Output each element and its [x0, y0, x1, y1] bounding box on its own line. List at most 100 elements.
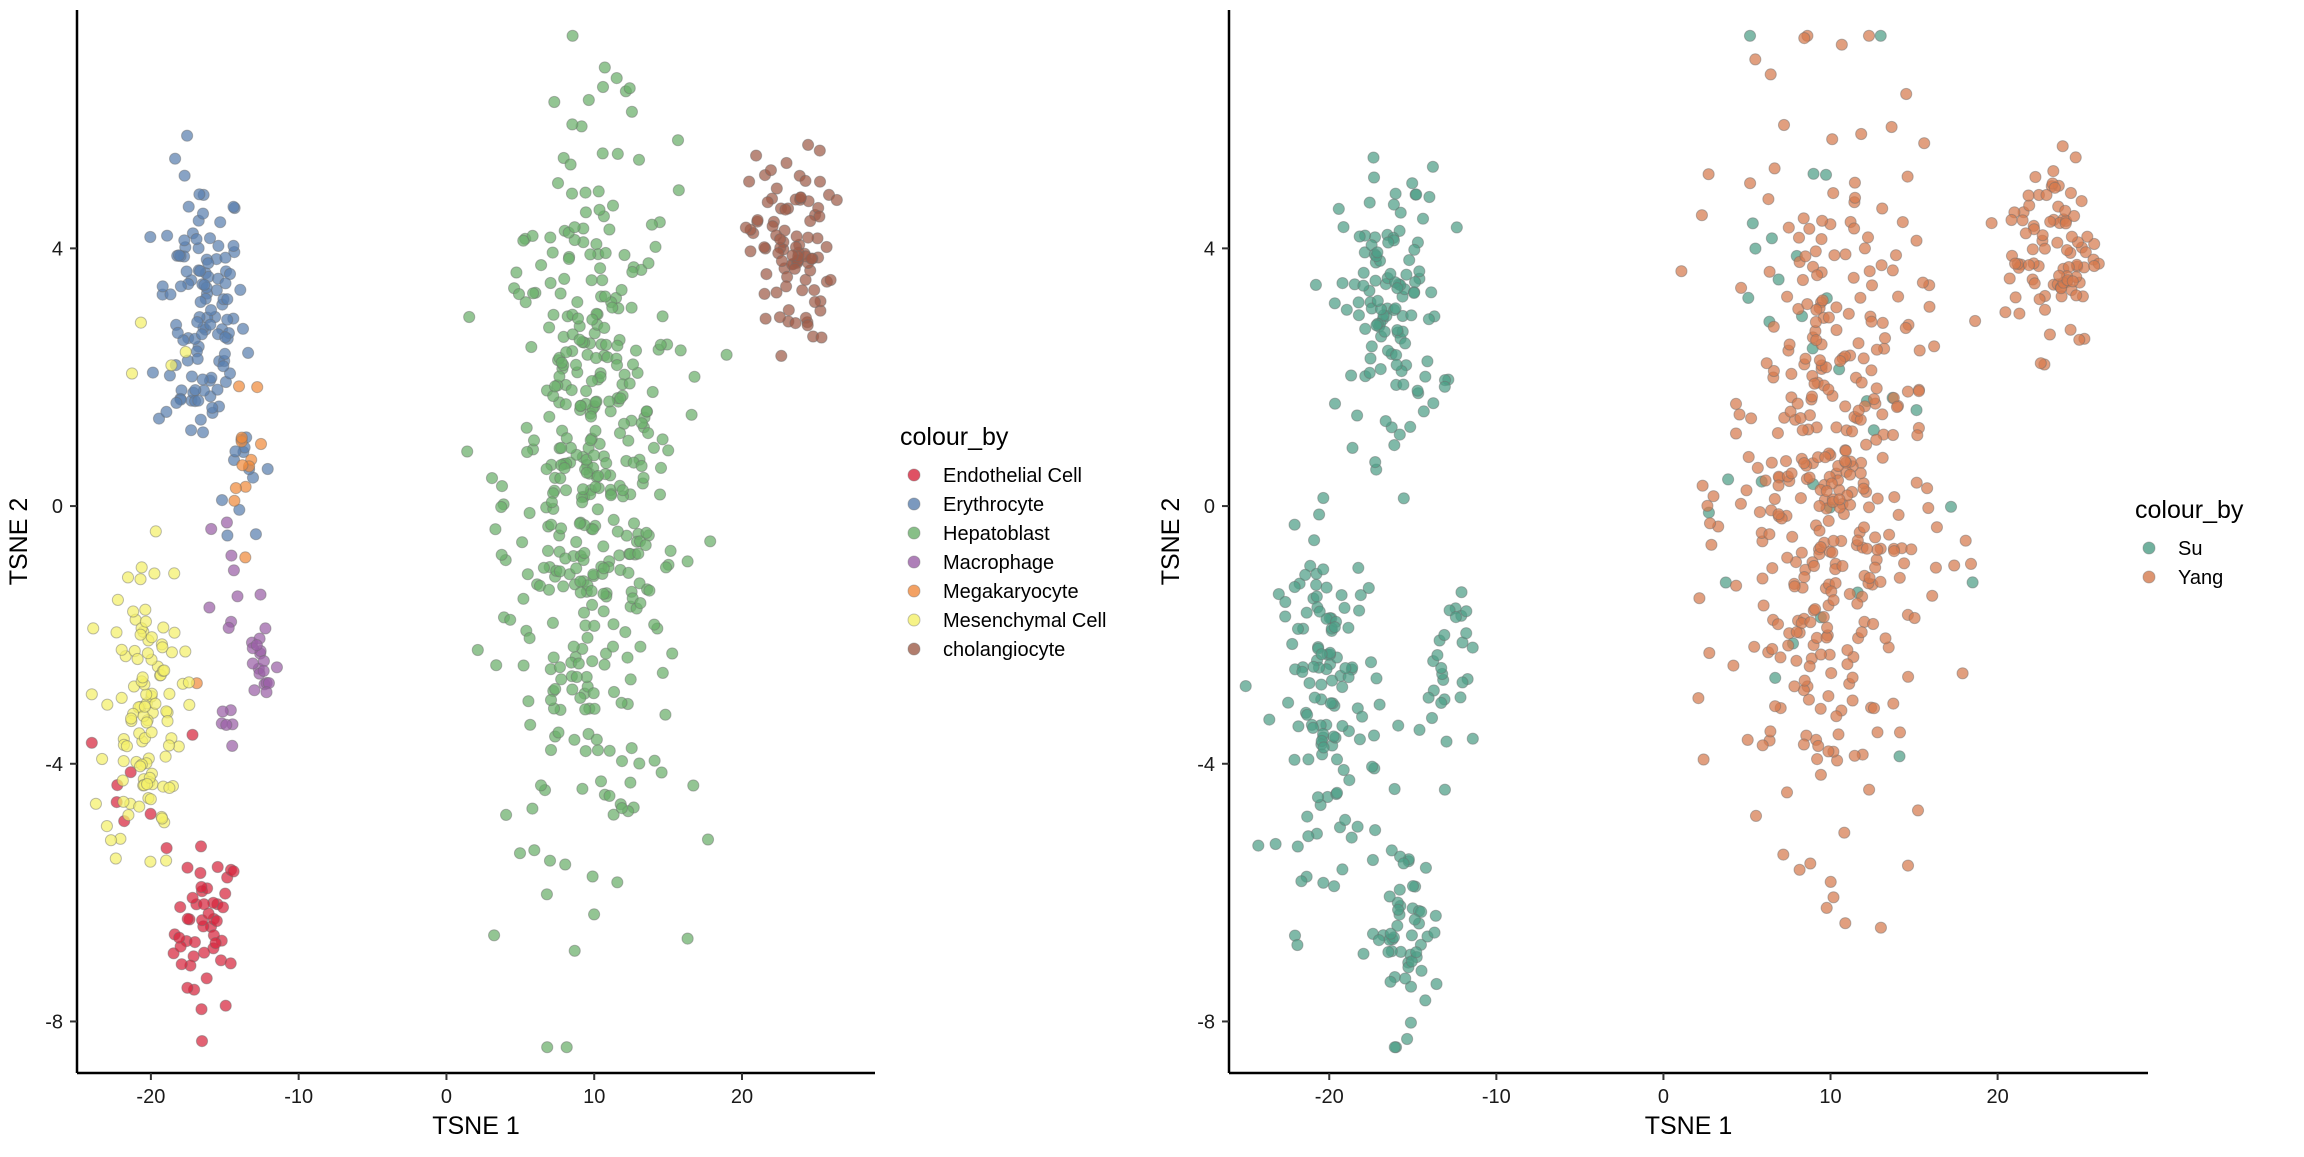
data-point [1969, 314, 1982, 328]
data-point [750, 149, 763, 162]
data-point [1310, 590, 1323, 603]
data-point [1362, 581, 1375, 595]
data-point [517, 659, 530, 672]
data-point [211, 383, 224, 396]
data-point [558, 272, 571, 285]
data-point [1839, 400, 1852, 413]
data-point [770, 182, 783, 195]
data-point [1858, 242, 1872, 255]
data-point [2088, 237, 2101, 251]
x-axis-title: TSNE 1 [432, 1112, 520, 1140]
data-point [1863, 783, 1876, 796]
data-point [584, 248, 597, 261]
data-point [127, 605, 140, 618]
data-point [770, 286, 783, 299]
data-point [1956, 667, 1969, 680]
data-point [625, 105, 639, 118]
data-point [2005, 213, 2018, 227]
data-point [642, 257, 655, 270]
data-point [625, 301, 638, 314]
data-point [1366, 760, 1379, 773]
legend-key [907, 613, 921, 627]
data-point [808, 295, 822, 309]
legend-items: Su Yang [2142, 538, 2223, 589]
data-point [104, 834, 118, 847]
data-point [541, 544, 555, 558]
data-point [1430, 977, 1443, 991]
data-point [1399, 337, 1412, 350]
data-point [1791, 397, 1804, 410]
data-point [1781, 551, 1794, 564]
data-point [1985, 217, 1998, 230]
data-point [1330, 753, 1344, 766]
data-point [1964, 557, 1978, 571]
data-point [1857, 352, 1870, 365]
data-point [576, 782, 589, 795]
legend-key [907, 642, 921, 656]
data-point [510, 266, 523, 279]
data-point [1804, 616, 1817, 629]
data-point [131, 652, 144, 666]
data-point [640, 526, 653, 540]
data-point [250, 639, 263, 652]
data-point [576, 483, 590, 496]
data-point [1944, 500, 1958, 513]
data-point [555, 356, 568, 369]
data-point [1794, 412, 1807, 425]
data-point [1370, 319, 1383, 332]
data-point [140, 688, 153, 701]
data-point [168, 626, 181, 639]
data-point [181, 981, 194, 994]
data-point [1423, 190, 1436, 204]
data-point [1385, 844, 1398, 857]
data-point [218, 347, 231, 360]
data-point [220, 516, 233, 529]
data-point [144, 807, 157, 821]
data-point [615, 755, 629, 768]
data-point [134, 760, 147, 773]
data-point [559, 552, 572, 565]
data-point [1345, 831, 1358, 844]
dataset-scatter-panel: -20 -10 0 10 20 -8 -4 0 4 TSNE 1 TSNE 2 colour_… [1157, 10, 2244, 1140]
data-point [1753, 505, 1767, 519]
data-point [1838, 826, 1851, 839]
data-point [543, 854, 557, 867]
data-point [576, 496, 589, 509]
data-point [1727, 659, 1740, 672]
data-point [226, 739, 239, 753]
data-point [1733, 408, 1746, 421]
data-point [2038, 303, 2052, 316]
data-point [504, 613, 517, 626]
data-point [521, 445, 534, 459]
data-point [219, 277, 232, 290]
data-point [1782, 221, 1795, 234]
data-point [221, 529, 234, 542]
data-point [270, 661, 283, 674]
data-point [1746, 217, 1759, 230]
legend-title: colour_by [2135, 496, 2244, 524]
legend-key [907, 497, 921, 511]
data-point [144, 855, 157, 868]
data-point [109, 852, 122, 865]
data-point [1367, 151, 1380, 164]
data-point [555, 673, 568, 686]
cell-type-points [85, 29, 843, 1054]
data-point [1404, 1016, 1418, 1029]
y-axis-ticks: -8 -4 0 4 [1197, 238, 1229, 1033]
data-point [1392, 903, 1405, 916]
data-point [1332, 202, 1345, 215]
data-point [604, 489, 618, 502]
data-point [1798, 32, 1811, 45]
data-point [1929, 561, 1943, 574]
data-point [830, 193, 843, 207]
data-point [1763, 528, 1776, 541]
data-point [1421, 355, 1434, 368]
data-point [246, 657, 259, 670]
data-point [1391, 324, 1404, 337]
data-point [1697, 753, 1710, 766]
data-point [645, 218, 659, 231]
data-point [1893, 750, 1906, 763]
data-point [548, 95, 561, 109]
data-point [566, 29, 579, 42]
